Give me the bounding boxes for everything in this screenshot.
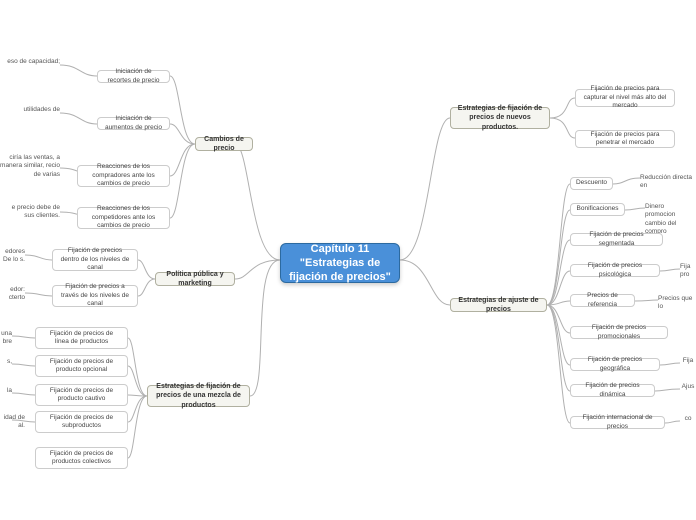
sub-mezcla-1[interactable]: Fijación de precios de producto opcional	[35, 355, 128, 377]
branch-nuevos[interactable]: Estrategias de fijación de precios de nu…	[450, 107, 550, 129]
sub-nuevos-1[interactable]: Fijación de precios para penetrar el mer…	[575, 130, 675, 148]
branch-mezcla[interactable]: Estrategias de fijación de precios de un…	[147, 385, 250, 407]
leaf-ajuste-7: Ajus	[680, 381, 696, 393]
sub-mezcla-3[interactable]: Fijación de precios de subproductos	[35, 411, 128, 433]
sub-ajuste-2[interactable]: Fijación de precios segmentada	[570, 233, 663, 246]
leaf-cambios-2: ciría las ventas, a manera similar, reci…	[0, 152, 60, 181]
leaf-ajuste-8: co	[680, 413, 696, 425]
sub-ajuste-7[interactable]: Fijación de precios dinámica	[570, 384, 655, 397]
sub-mezcla-2[interactable]: Fijación de precios de producto cautivo	[35, 384, 128, 406]
sub-ajuste-1[interactable]: Bonificaciones	[570, 203, 625, 216]
mindmap-canvas: Capítulo 11 "Estrategias de fijación de …	[0, 0, 696, 520]
sub-nuevos-0[interactable]: Fijación de precios para capturar el niv…	[575, 89, 675, 107]
leaf-mezcla-2: la	[0, 385, 12, 397]
branch-cambios[interactable]: Cambios de precio	[195, 137, 253, 151]
sub-cambios-0[interactable]: Iniciación de recortes de precio	[97, 70, 170, 83]
branch-politica[interactable]: Política pública y marketing	[155, 272, 235, 286]
sub-politica-0[interactable]: Fijación de precios dentro de los nivele…	[52, 249, 138, 271]
leaf-politica-1: edor: cterto	[0, 284, 25, 305]
sub-mezcla-0[interactable]: Fijación de precios de línea de producto…	[35, 327, 128, 349]
sub-ajuste-6[interactable]: Fijación de precios geográfica	[570, 358, 660, 371]
sub-cambios-3[interactable]: Reacciones de los competidores ante los …	[77, 207, 170, 229]
sub-ajuste-5[interactable]: Fijación de precios promocionales	[570, 326, 668, 339]
sub-ajuste-3[interactable]: Fijación de precios psicológica	[570, 264, 660, 277]
leaf-cambios-0: eso de capacidad;	[0, 56, 60, 68]
sub-mezcla-4[interactable]: Fijación de precios de productos colecti…	[35, 447, 128, 469]
leaf-mezcla-3: idad de al.	[0, 412, 25, 433]
central-node[interactable]: Capítulo 11 "Estrategias de fijación de …	[280, 243, 400, 283]
branch-ajuste[interactable]: Estrategias de ajuste de precios	[450, 298, 547, 312]
sub-ajuste-0[interactable]: Descuento	[570, 177, 613, 190]
sub-cambios-2[interactable]: Reacciones de los compradores ante los c…	[77, 165, 170, 187]
leaf-cambios-1: utilidades de	[0, 104, 60, 116]
sub-ajuste-8[interactable]: Fijación internacional de precios	[570, 416, 665, 429]
leaf-ajuste-6: Fija	[680, 355, 696, 367]
leaf-politica-0: edores De lo s.	[0, 246, 25, 267]
leaf-ajuste-3: Fija pro	[680, 261, 696, 282]
sub-ajuste-4[interactable]: Precios de referencia	[570, 294, 635, 307]
leaf-cambios-3: e precio debe de sus clientes.	[0, 202, 60, 223]
leaf-mezcla-1: s,	[0, 356, 12, 368]
sub-cambios-1[interactable]: Iniciación de aumentos de precio	[97, 117, 170, 130]
leaf-ajuste-0: Reducción directa en	[640, 172, 696, 193]
leaf-ajuste-4: Precios que lo	[658, 293, 696, 314]
sub-politica-1[interactable]: Fijación de precios a través de los nive…	[52, 285, 138, 307]
leaf-mezcla-0: una bre	[0, 328, 12, 349]
